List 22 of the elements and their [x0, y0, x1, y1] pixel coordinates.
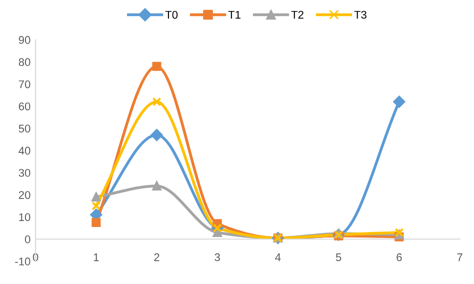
legend-label: T3 — [354, 10, 366, 19]
y-tick-label: 50 — [18, 124, 30, 133]
x-tick-label: 6 — [396, 253, 402, 262]
y-tick-label: 40 — [18, 146, 30, 155]
x-tick-label: 2 — [154, 253, 160, 262]
y-tick-label: 60 — [18, 102, 30, 110]
x-tick-label: 4 — [275, 253, 281, 262]
y-tick-label: 20 — [18, 191, 30, 199]
x-tick-label: 1 — [94, 253, 99, 262]
x-tick-label: 5 — [336, 253, 342, 262]
y-tick-label: 80 — [18, 58, 30, 66]
legend-label: T2 — [291, 10, 304, 19]
y-tick-label: 10 — [19, 213, 30, 222]
y-tick-label: 70 — [18, 80, 30, 88]
x-tick-label: 7 — [457, 253, 462, 262]
y-tick-label: -10 — [15, 258, 30, 266]
legend-label: T1 — [228, 10, 240, 19]
y-tick-label: 0 — [24, 235, 30, 244]
legend-label: T0 — [165, 10, 178, 19]
x-tick-label: 3 — [214, 253, 220, 262]
y-tick-label: 90 — [18, 36, 30, 44]
y-tick-label: 30 — [18, 168, 30, 177]
